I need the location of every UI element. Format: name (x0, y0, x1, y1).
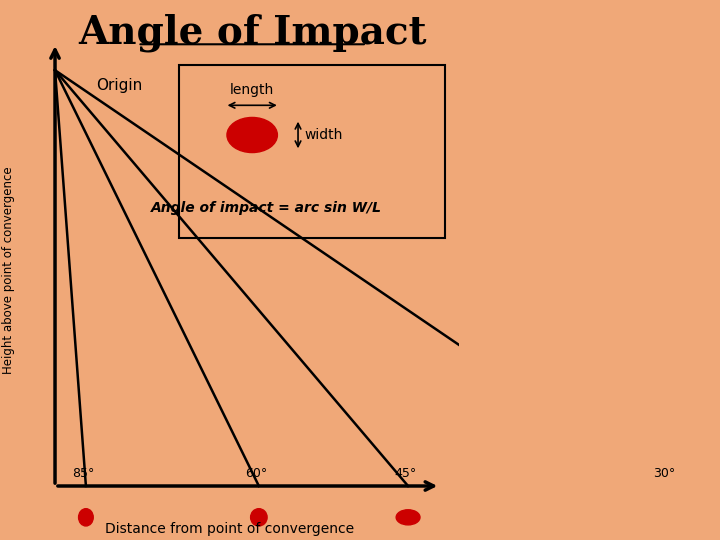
Text: Angle of Impact: Angle of Impact (78, 14, 426, 52)
Text: 30°: 30° (653, 467, 675, 480)
Ellipse shape (396, 510, 420, 525)
Text: Angle of impact = arc sin W/L: Angle of impact = arc sin W/L (150, 201, 382, 215)
Ellipse shape (649, 511, 684, 523)
Text: 85°: 85° (73, 467, 95, 480)
Ellipse shape (227, 117, 277, 152)
Text: length: length (230, 83, 274, 97)
Text: Origin: Origin (96, 78, 143, 93)
Text: 45°: 45° (395, 467, 417, 480)
Ellipse shape (78, 509, 94, 526)
Ellipse shape (251, 509, 267, 526)
Text: Distance from point of convergence: Distance from point of convergence (104, 522, 354, 536)
Bar (179, 65, 445, 238)
Text: 60°: 60° (246, 467, 268, 480)
Wedge shape (685, 515, 694, 520)
Text: width: width (305, 128, 343, 142)
Text: Height above point of convergence: Height above point of convergence (1, 166, 14, 374)
